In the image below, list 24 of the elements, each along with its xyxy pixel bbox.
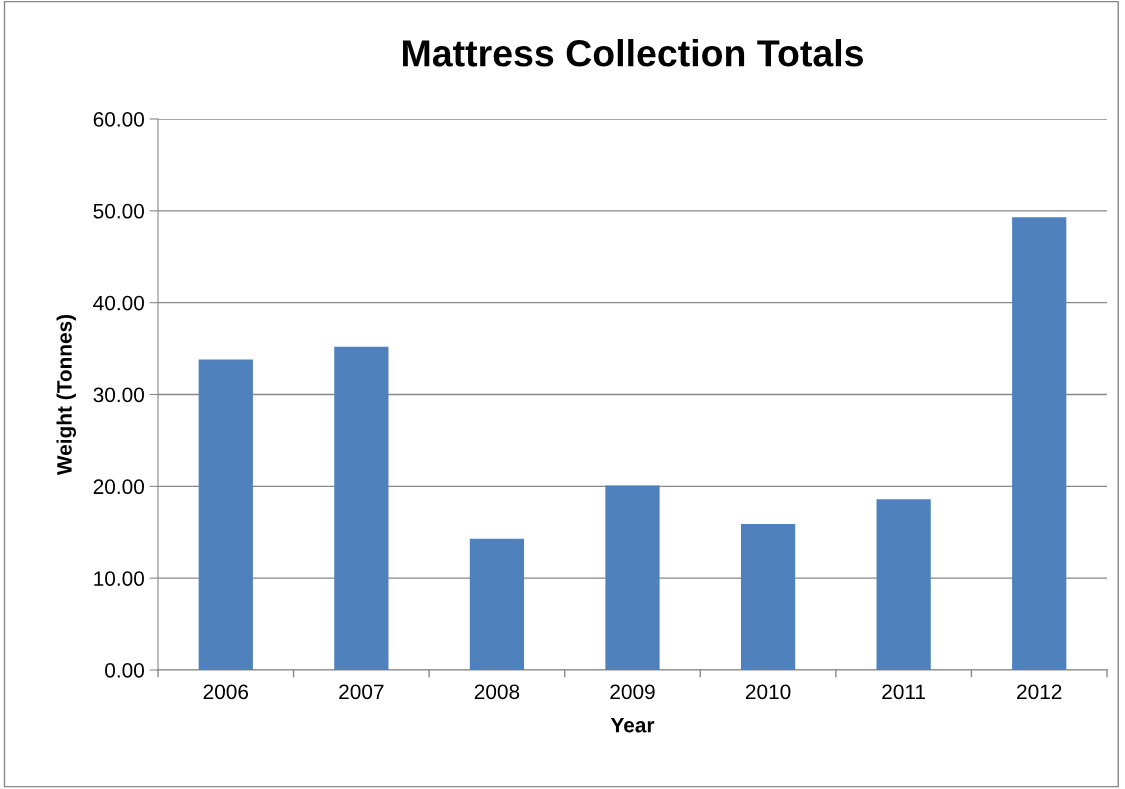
bar xyxy=(876,499,931,670)
bar xyxy=(469,538,525,670)
bar xyxy=(740,523,796,670)
x-tick-label: 2007 xyxy=(339,684,384,700)
y-tick-label: 20.00 xyxy=(93,479,144,495)
x-tick-label: 2006 xyxy=(203,684,249,700)
x-tick-label: 2008 xyxy=(474,684,520,700)
y-tick-label: 0.00 xyxy=(105,663,144,678)
x-tick-label: 2009 xyxy=(610,684,655,700)
y-tick-label: 50.00 xyxy=(93,203,144,219)
x-tick-label: 2010 xyxy=(745,684,791,700)
y-tick-label: 40.00 xyxy=(93,295,144,311)
y-axis-title: Weight (Tonnes) xyxy=(56,314,77,476)
bar xyxy=(1012,217,1067,670)
chart-title: Mattress Collection Totals xyxy=(403,39,863,67)
y-tick-label: 60.00 xyxy=(93,112,144,127)
x-tick-label: 2011 xyxy=(882,684,926,700)
bar xyxy=(605,485,660,670)
y-tick-label: 30.00 xyxy=(93,387,144,403)
bar xyxy=(334,346,389,670)
bar xyxy=(198,359,253,670)
y-tick-label: 10.00 xyxy=(94,571,144,586)
x-tick-label: 2012 xyxy=(1017,684,1062,700)
x-axis-title: Year xyxy=(610,717,655,733)
